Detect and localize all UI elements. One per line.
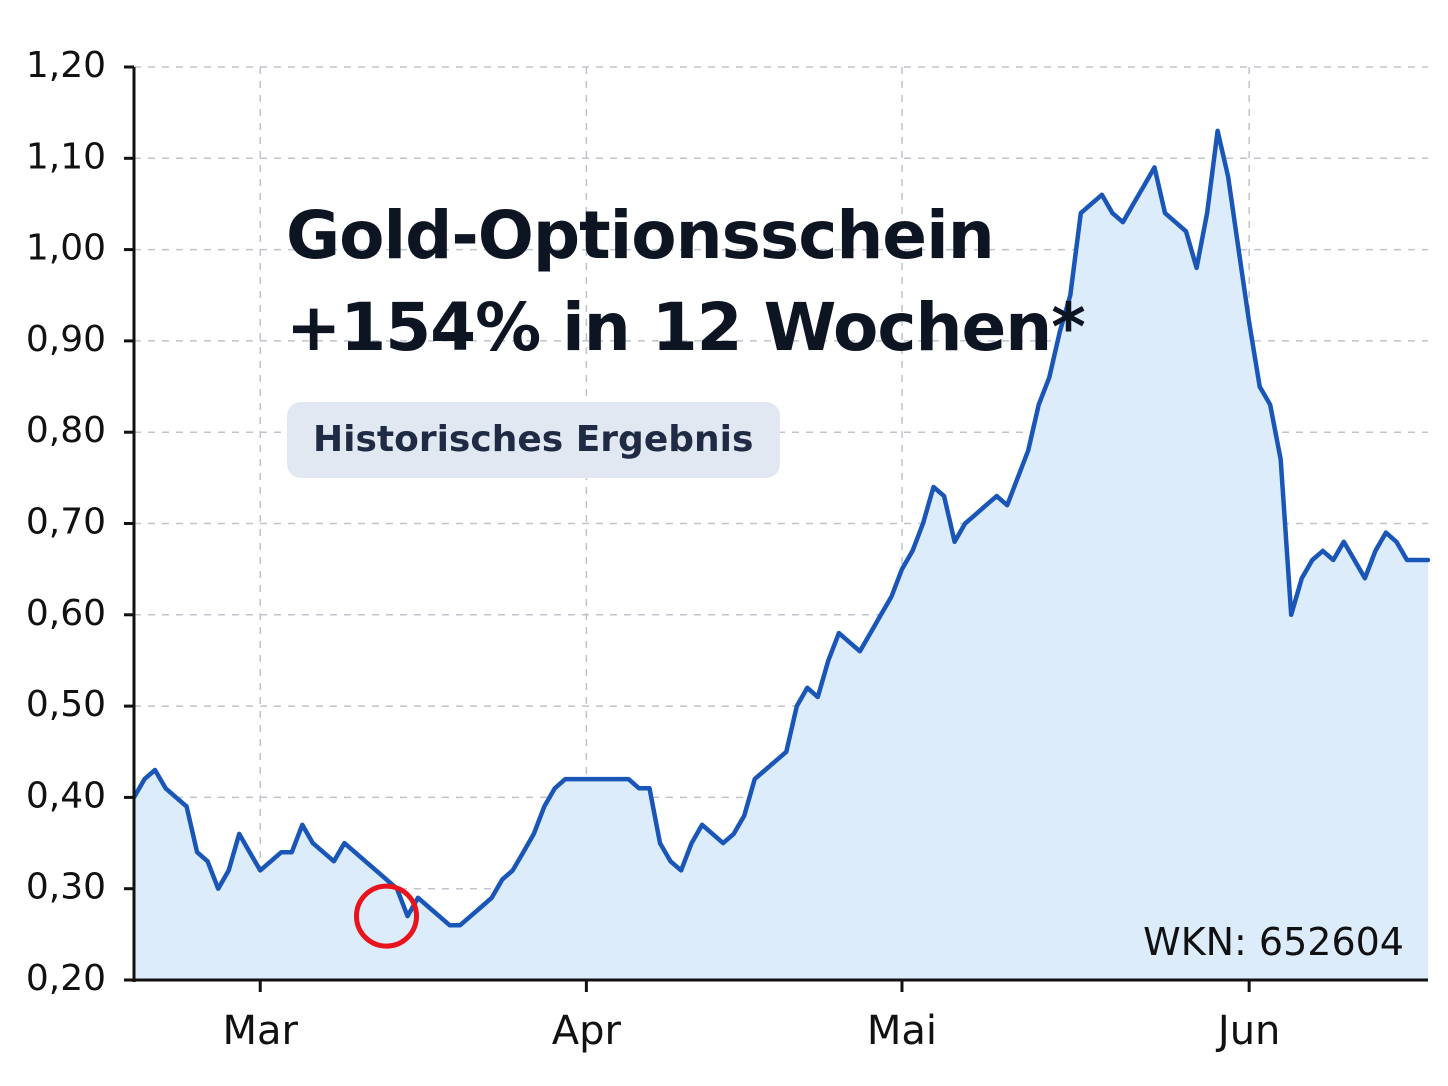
- price-line: [131, 128, 1431, 928]
- x-tick-label: Jun: [1215, 1008, 1281, 1054]
- y-tick-label: 0,80: [26, 410, 106, 451]
- x-tick-label: Mar: [223, 1008, 299, 1054]
- y-tick-label: 0,40: [26, 775, 106, 816]
- y-tick-label: 0,20: [26, 958, 106, 999]
- y-tick-label: 0,50: [26, 684, 106, 725]
- entry-point-marker: [353, 883, 419, 949]
- y-ticks: 0,20 0,30 0,40 0,50 0,60 0,70 0,80 0,90 1,00 1,10…: [26, 45, 134, 999]
- wkn-label: WKN: 652604: [1143, 920, 1404, 964]
- y-tick-label: 1,10: [26, 136, 106, 177]
- y-tick-label: 0,30: [26, 867, 106, 908]
- title-line-1: Gold-Optionsschein: [286, 197, 995, 274]
- y-tick-label: 0,70: [26, 502, 106, 543]
- y-tick-label: 0,60: [26, 593, 106, 634]
- title-line-2: +154% in 12 Wochen*: [286, 289, 1086, 366]
- historical-result-badge: Historisches Ergebnis: [287, 402, 780, 478]
- y-tick-label: 0,90: [26, 319, 106, 360]
- x-ticks: Mar Apr Mai Jun: [223, 980, 1281, 1054]
- x-tick-label: Mai: [867, 1008, 937, 1054]
- price-area-fill: [134, 130, 1428, 980]
- y-tick-label: 1,00: [26, 228, 106, 269]
- y-tick-label: 1,20: [26, 45, 106, 86]
- x-tick-label: Apr: [552, 1008, 622, 1054]
- chart-title: Gold-Optionsschein +154% in 12 Wochen*: [286, 190, 1086, 374]
